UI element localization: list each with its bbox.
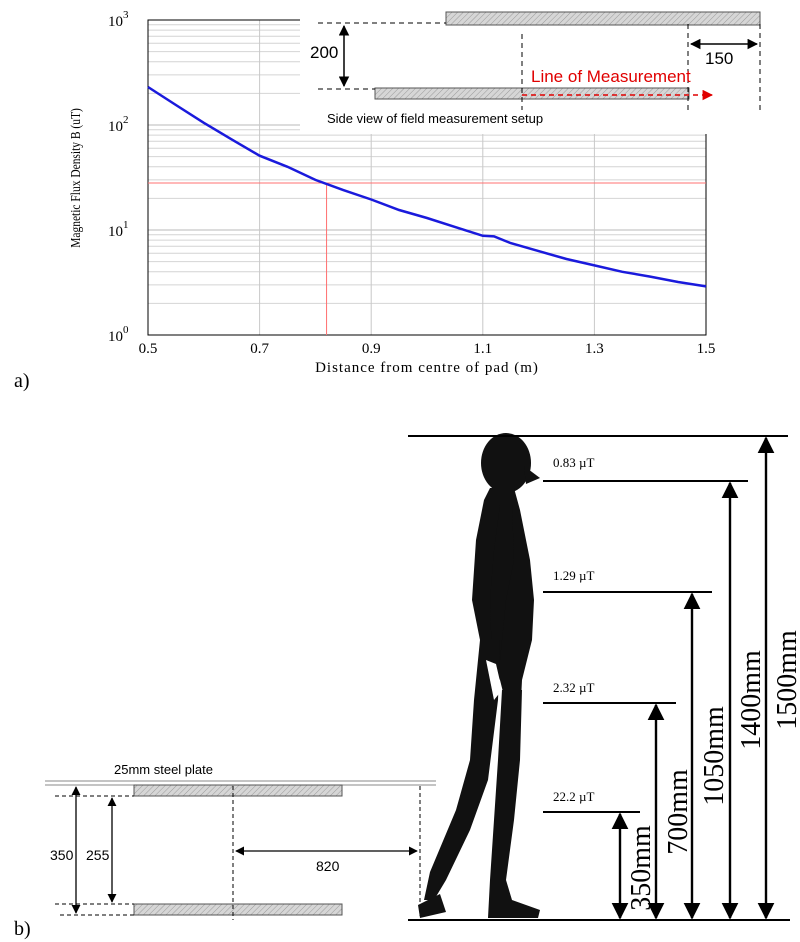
y-tick-label: 103 [108,9,129,30]
height-label-1400: 1400mm [736,650,767,750]
height-label-1500: 1500mm [772,630,800,730]
top-pad-b [133,784,343,797]
human-silhouette [418,433,540,918]
steel-plate-label: 25mm steel plate [114,762,213,777]
field-reading-350: 22.2 µT [553,789,594,804]
y-tick-label: 102 [108,114,129,135]
field-height-diagram: 25mm steel plate 350 255 820 [45,433,800,921]
field-reading-1050: 1.29 µT [553,568,594,583]
field-reading-1400: 0.83 µT [553,455,594,470]
x-tick-label: 0.9 [362,341,381,357]
y-tick-label: 100 [108,324,129,345]
inset-background [300,6,772,134]
x-tick-labels: 0.5 0.7 0.9 1.1 1.3 1.5 [139,341,716,357]
measurement-line-label: Line of Measurement [531,67,691,86]
offset-label: 150 [705,49,733,68]
dim-255-label: 255 [86,847,110,863]
field-reading-700: 2.32 µT [553,680,594,695]
dim-350-label: 350 [50,847,74,863]
bottom-pad-b [133,903,343,916]
top-pad [445,11,761,26]
height-label-350: 350mm [626,825,657,911]
y-axis-label: Magnetic Flux Density B (uT) [68,108,83,248]
y-tick-labels: 100 101 102 103 [108,9,129,345]
flux-density-series-line [147,85,707,288]
dim-820-label: 820 [316,858,340,874]
height-label-700: 700mm [663,769,694,855]
x-tick-label: 1.3 [585,341,604,357]
x-axis-label: Distance from centre of pad (m) [315,360,539,376]
x-tick-label: 0.7 [250,341,269,357]
x-tick-label: 1.5 [697,341,716,357]
bottom-pad [374,87,690,100]
panel-b-label: b) [14,918,31,940]
panel-a-label: a) [14,370,30,392]
gap-label: 200 [310,43,338,62]
x-tick-label: 0.5 [139,341,158,357]
y-tick-label: 101 [108,219,129,240]
height-label-1050: 1050mm [699,706,730,806]
x-tick-label: 1.1 [473,341,492,357]
setup-side-view-inset: 200 150 Line of Measurement Side view of… [300,6,772,134]
reference-lines [148,182,706,335]
inset-caption: Side view of field measurement setup [327,111,543,126]
